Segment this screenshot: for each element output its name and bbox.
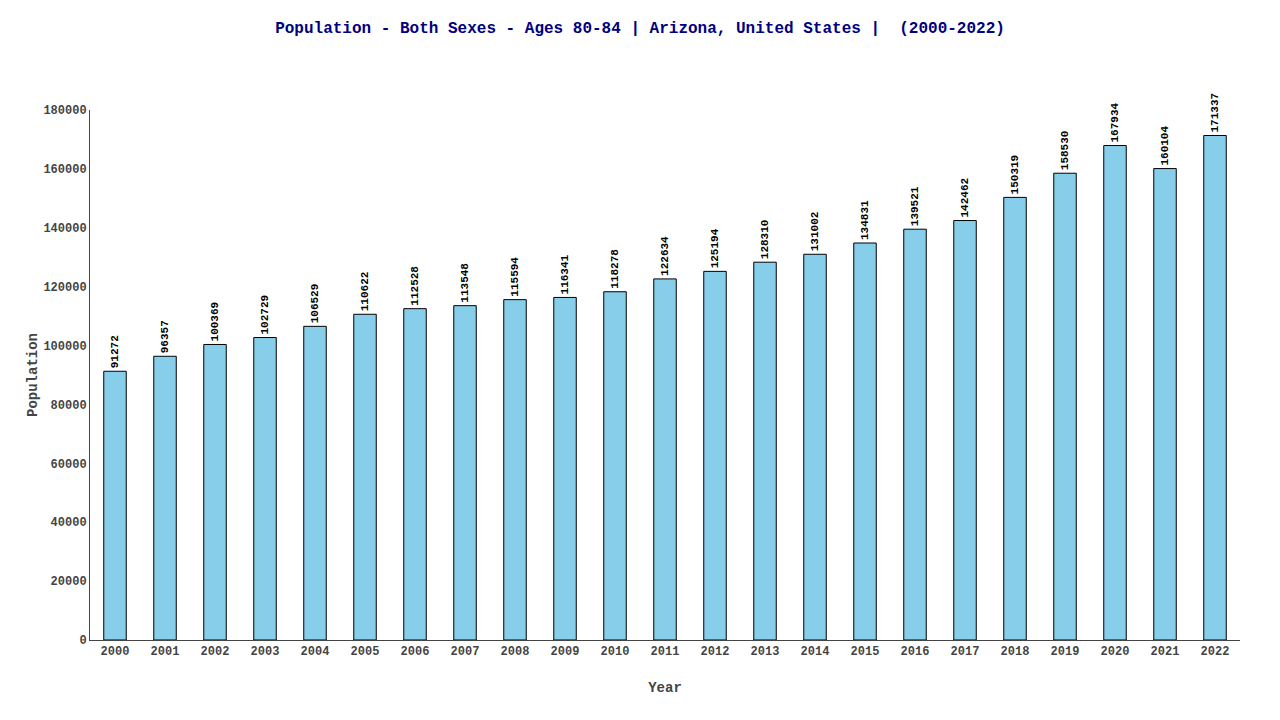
svg-text:80000: 80000 (51, 399, 87, 413)
svg-text:113548: 113548 (459, 263, 471, 303)
svg-text:2010: 2010 (601, 645, 630, 659)
svg-text:150319: 150319 (1009, 155, 1021, 195)
svg-text:160000: 160000 (43, 163, 86, 177)
svg-text:2019: 2019 (1051, 645, 1080, 659)
svg-text:2022: 2022 (1201, 645, 1230, 659)
svg-text:110622: 110622 (359, 272, 371, 312)
svg-text:100000: 100000 (43, 340, 86, 354)
svg-text:2004: 2004 (301, 645, 330, 659)
svg-text:100369: 100369 (209, 302, 221, 342)
svg-text:Population: Population (25, 333, 41, 417)
svg-text:128310: 128310 (759, 220, 771, 260)
svg-text:2003: 2003 (251, 645, 280, 659)
svg-text:131002: 131002 (809, 212, 821, 252)
svg-text:2011: 2011 (651, 645, 680, 659)
svg-text:115594: 115594 (509, 257, 521, 297)
svg-text:2021: 2021 (1151, 645, 1180, 659)
svg-text:2017: 2017 (951, 645, 980, 659)
svg-text:2007: 2007 (451, 645, 480, 659)
svg-text:134831: 134831 (859, 200, 871, 240)
svg-text:158530: 158530 (1059, 131, 1071, 171)
svg-text:106529: 106529 (309, 284, 321, 324)
svg-text:2014: 2014 (801, 645, 830, 659)
svg-text:118278: 118278 (609, 249, 621, 289)
svg-text:Population - Both Sexes - Ages: Population - Both Sexes - Ages 80-84 | A… (275, 20, 1005, 38)
svg-text:20000: 20000 (51, 575, 87, 589)
svg-text:0: 0 (79, 634, 86, 648)
svg-text:2020: 2020 (1101, 645, 1130, 659)
svg-text:96357: 96357 (159, 320, 171, 353)
svg-text:2012: 2012 (701, 645, 730, 659)
svg-text:91272: 91272 (109, 335, 121, 368)
svg-text:160104: 160104 (1159, 126, 1171, 166)
svg-text:139521: 139521 (909, 186, 921, 226)
svg-text:2016: 2016 (901, 645, 930, 659)
svg-text:2001: 2001 (151, 645, 180, 659)
svg-text:2018: 2018 (1001, 645, 1030, 659)
svg-text:2002: 2002 (201, 645, 230, 659)
svg-text:112528: 112528 (409, 266, 421, 306)
svg-text:2000: 2000 (101, 645, 130, 659)
svg-text:122634: 122634 (659, 236, 671, 276)
svg-text:171337: 171337 (1209, 93, 1221, 133)
svg-text:60000: 60000 (51, 458, 87, 472)
svg-text:2013: 2013 (751, 645, 780, 659)
svg-text:120000: 120000 (43, 281, 86, 295)
svg-text:2006: 2006 (401, 645, 430, 659)
svg-text:2008: 2008 (501, 645, 530, 659)
svg-text:180000: 180000 (43, 104, 86, 118)
svg-text:125194: 125194 (709, 228, 721, 268)
svg-text:167934: 167934 (1109, 103, 1121, 143)
svg-text:140000: 140000 (43, 222, 86, 236)
svg-text:Year: Year (648, 680, 682, 696)
svg-text:2009: 2009 (551, 645, 580, 659)
svg-text:2005: 2005 (351, 645, 380, 659)
svg-text:142462: 142462 (959, 178, 971, 218)
svg-text:2015: 2015 (851, 645, 880, 659)
svg-text:102729: 102729 (259, 295, 271, 335)
svg-text:116341: 116341 (559, 254, 571, 294)
svg-text:40000: 40000 (51, 516, 87, 530)
